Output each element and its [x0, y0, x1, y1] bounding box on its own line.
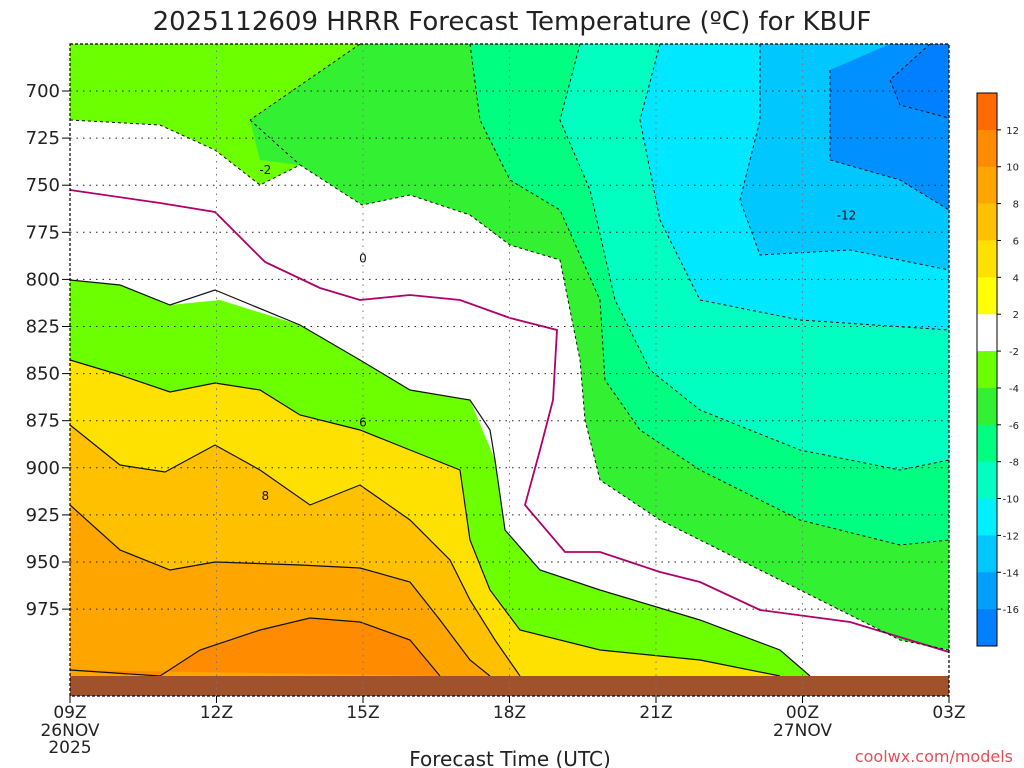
colorbar-swatch	[977, 277, 997, 315]
colorbar-label: -6	[1009, 421, 1019, 432]
x-axis-label: Forecast Time (UTC)	[409, 747, 611, 768]
contour-line-minus4	[249, 44, 949, 546]
colorbar-swatch	[977, 166, 997, 205]
band-warm-8-10	[70, 618, 440, 676]
y-tick-label: 950	[26, 552, 60, 573]
band-neutral	[70, 120, 949, 676]
colorbar-label: 4	[1013, 273, 1019, 284]
colorbar-swatch	[977, 498, 997, 536]
y-tick-label: 750	[26, 175, 60, 196]
colorbar-swatch	[977, 351, 997, 389]
colorbar-swatch	[977, 461, 997, 500]
y-tick-label: 700	[26, 81, 60, 102]
colorbar-swatch	[977, 609, 997, 647]
colorbar-label: 12	[1006, 126, 1019, 137]
contour-line-minus14	[889, 44, 949, 119]
grid	[70, 44, 949, 696]
contour-line-minus6	[559, 44, 949, 471]
y-tick-label: 825	[26, 317, 60, 338]
contour-line-4	[70, 359, 781, 677]
contour-line-2	[70, 279, 811, 677]
y-tick-label: 725	[26, 128, 60, 149]
colorbar-swatch	[977, 203, 997, 241]
colorbar-swatch	[977, 314, 997, 352]
colorbar: 12 10 8 6 4 2 -2 -4 -6 -8 -10 -12 -14 -16	[976, 92, 1019, 647]
y-tick-label: 875	[26, 411, 60, 432]
colorbar-frame	[976, 92, 998, 647]
contour-label: 0	[359, 252, 367, 266]
x-tick-label: 03Z	[932, 703, 965, 723]
colorbar-swatch	[977, 387, 997, 426]
colorbar-label: -12	[1003, 531, 1019, 542]
contour-field: -2 0 6 8 -12	[70, 44, 949, 696]
contour-labels: -2 0 6 8 -12	[259, 163, 856, 503]
contour-line-8	[70, 504, 491, 677]
colorbar-label: 8	[1013, 200, 1019, 211]
contour-label: 6	[359, 416, 367, 430]
contour-label: -12	[837, 208, 857, 222]
chart-title: 2025112609 HRRR Forecast Temperature (ºC…	[153, 7, 872, 37]
contour-line-0	[70, 189, 949, 653]
x-date-label: 26NOV	[40, 721, 99, 741]
x-tick-label: 12Z	[200, 703, 233, 723]
colorbar-label: -14	[1003, 568, 1019, 579]
contour-line-minus10	[739, 44, 949, 271]
x-tick-label: 15Z	[346, 703, 379, 723]
contour-label: -2	[259, 163, 271, 177]
colorbar-label: -2	[1009, 347, 1019, 358]
x-tick-label: 18Z	[493, 703, 526, 723]
x-tick-label: 09Z	[53, 703, 86, 723]
contour-line-minus12	[829, 70, 949, 211]
y-tick-label: 900	[26, 458, 60, 479]
colorbar-label: -8	[1009, 458, 1019, 469]
contour-line-10	[70, 617, 441, 677]
y-tick-label: 800	[26, 269, 60, 290]
credit-text: coolwx.com/models	[855, 747, 1013, 766]
ground	[70, 676, 949, 696]
y-tick-label: 925	[26, 505, 60, 526]
x-date-label: 2025	[48, 738, 91, 758]
colorbar-label: -16	[1003, 605, 1019, 616]
colorbar-swatch	[977, 572, 997, 610]
colorbar-swatch	[977, 535, 997, 573]
colorbar-label: 2	[1013, 310, 1019, 321]
colorbar-label: -10	[1003, 495, 1019, 506]
colorbar-swatch	[977, 240, 997, 278]
contour-line-minus8	[639, 44, 949, 331]
y-tick-label: 850	[26, 364, 60, 385]
contour-line-minus2	[70, 119, 949, 651]
band-cold-minus16	[890, 44, 949, 118]
colorbar-swatch	[977, 93, 997, 131]
x-tick-label: 00Z	[786, 703, 819, 723]
colorbar-swatch	[977, 424, 997, 463]
colorbar-label: 6	[1013, 236, 1019, 247]
colorbar-swatch	[977, 129, 997, 168]
contour-label: 8	[262, 489, 270, 503]
y-axis: 700 725 750 775 800 825 850 875 900 925 950 975	[26, 81, 70, 620]
y-tick-label: 775	[26, 222, 60, 243]
y-tick-label: 975	[26, 599, 60, 620]
colorbar-label: 10	[1006, 163, 1019, 174]
contour-line-6	[70, 424, 521, 677]
x-date-label: 27NOV	[773, 721, 832, 741]
x-tick-label: 21Z	[639, 703, 672, 723]
colorbar-label: -4	[1009, 384, 1019, 395]
